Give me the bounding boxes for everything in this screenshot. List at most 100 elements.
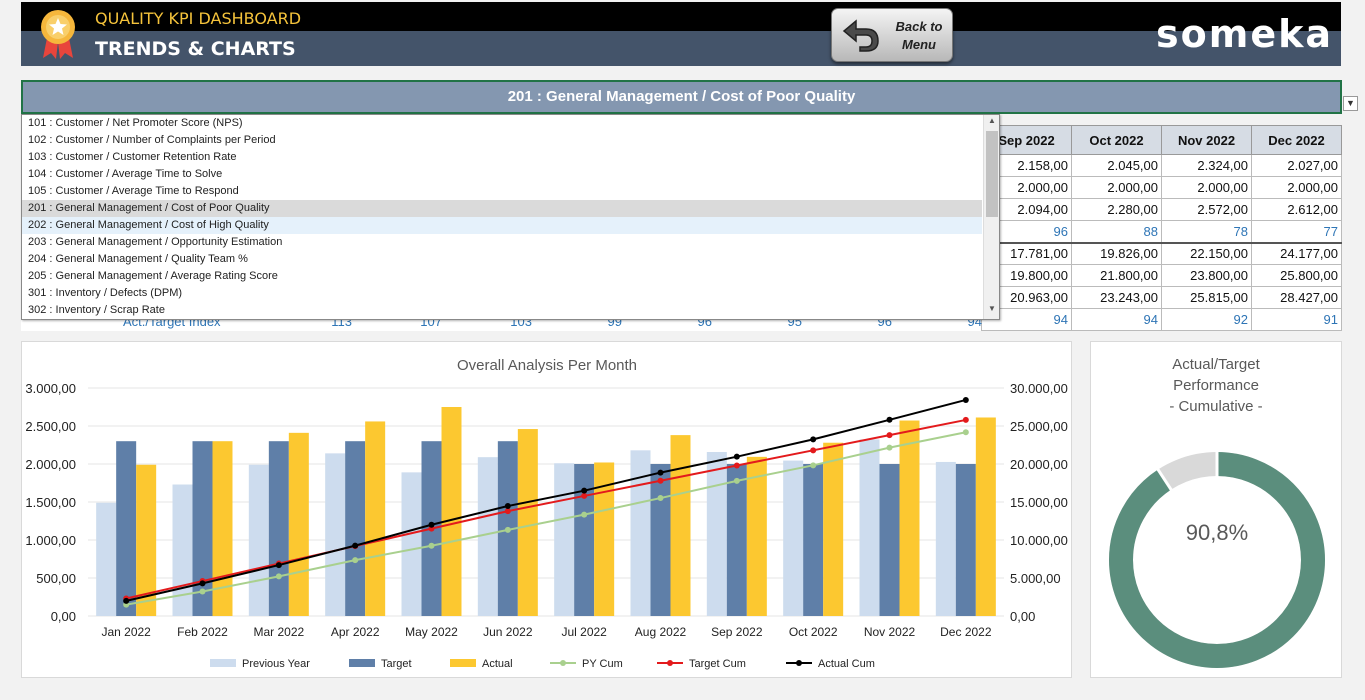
x-tick-label: Jun 2022	[483, 625, 533, 639]
table-row: 2.158,00 2.045,00 2.324,00 2.027,00	[981, 154, 1342, 177]
bar-previous-year	[630, 450, 651, 616]
point-target-cum	[962, 416, 969, 423]
dashboard-header: QUALITY KPI DASHBOARD TRENDS & CHARTS Ba…	[21, 2, 1341, 66]
table-cell: 78	[1161, 220, 1252, 243]
back-arrow-icon	[842, 19, 879, 52]
list-item[interactable]: 302 : Inventory / Scrap Rate	[28, 304, 165, 316]
performance-donut-panel: Actual/Target Performance - Cumulative -…	[1090, 341, 1342, 678]
table-cell: 94	[1071, 308, 1162, 331]
bar-previous-year	[325, 453, 346, 616]
donut-value-label: 90,8%	[1186, 520, 1248, 545]
scroll-up-icon[interactable]: ▲	[988, 116, 996, 125]
point-actual-cum	[123, 597, 130, 604]
bar-actual	[670, 435, 691, 616]
x-tick-label: Mar 2022	[253, 625, 304, 639]
list-item[interactable]: 105 : Customer / Average Time to Respond	[28, 185, 239, 197]
table-cell: 22.150,00	[1161, 241, 1252, 265]
table-cell: 2.612,00	[1251, 198, 1342, 221]
y-left-tick-label: 500,00	[36, 571, 76, 586]
legend-label: Previous Year	[242, 658, 310, 670]
y-right-tick-label: 20.000,00	[1010, 457, 1068, 472]
x-tick-label: Apr 2022	[331, 625, 380, 639]
bar-previous-year	[935, 461, 956, 616]
bar-actual	[899, 420, 920, 616]
scroll-thumb[interactable]	[986, 131, 998, 217]
list-item[interactable]: 205 : General Management / Average Ratin…	[28, 270, 278, 282]
donut-gap	[1156, 467, 1173, 492]
list-scrollbar[interactable]: ▲ ▼	[983, 115, 999, 319]
chart-title: Overall Analysis Per Month	[457, 357, 637, 374]
point-actual-cum	[962, 396, 969, 403]
table-cell: 25.815,00	[1161, 286, 1252, 309]
point-actual-cum	[352, 542, 359, 549]
point-target-cum	[886, 432, 893, 439]
list-item[interactable]: 203 : General Management / Opportunity E…	[28, 236, 283, 248]
table-cell: 17.781,00	[981, 241, 1072, 265]
point-actual-cum	[886, 416, 893, 423]
table-row: 94 94 92 91	[981, 308, 1342, 331]
legend-swatch-marker	[667, 660, 673, 666]
list-item[interactable]: 104 : Customer / Average Time to Solve	[28, 168, 223, 180]
bar-actual	[594, 462, 615, 616]
line-target-cum	[125, 418, 967, 600]
table-row: 17.781,00 19.826,00 22.150,00 24.177,00	[981, 241, 1342, 265]
point-target-cum	[733, 462, 740, 469]
table-row: 19.800,00 21.800,00 23.800,00 25.800,00	[981, 264, 1342, 287]
table-cell: 2.280,00	[1071, 198, 1162, 221]
table-cell: 23.800,00	[1161, 264, 1252, 287]
kpi-selector[interactable]: 201 : General Management / Cost of Poor …	[21, 80, 1342, 114]
point-py-cum	[962, 429, 969, 436]
x-tick-label: Sep 2022	[711, 625, 763, 639]
y-right-tick-label: 30.000,00	[1010, 381, 1068, 396]
bar-actual	[288, 432, 309, 616]
point-actual-cum	[275, 562, 282, 569]
table-row: 2.094,00 2.280,00 2.572,00 2.612,00	[981, 198, 1342, 221]
table-row: 96 88 78 77	[981, 220, 1342, 243]
someka-logo: someka	[1156, 12, 1334, 56]
list-item[interactable]: 301 : Inventory / Defects (DPM)	[28, 287, 183, 299]
table-row: 20.963,00 23.243,00 25.815,00 28.427,00	[981, 286, 1342, 309]
legend-label: PY Cum	[582, 658, 623, 670]
list-item[interactable]: 204 : General Management / Quality Team …	[28, 253, 248, 265]
legend-label: Target	[381, 658, 412, 670]
dropdown-arrow-button[interactable]: ▼	[1343, 96, 1358, 111]
point-actual-cum	[199, 580, 206, 587]
col-header-nov: Nov 2022	[1161, 125, 1252, 155]
table-cell: 77	[1251, 220, 1342, 243]
back-to-menu-button[interactable]: Back to Menu	[831, 8, 953, 62]
list-item[interactable]: 101 : Customer / Net Promoter Score (NPS…	[28, 117, 243, 129]
bar-previous-year	[706, 451, 727, 616]
kpi-dropdown-list[interactable]: 101 : Customer / Net Promoter Score (NPS…	[21, 114, 1000, 320]
legend-swatch-marker	[560, 660, 566, 666]
y-right-tick-label: 10.000,00	[1010, 533, 1068, 548]
scroll-down-icon[interactable]: ▼	[988, 304, 996, 313]
table-cell: 2.000,00	[1071, 176, 1162, 199]
table-cell: 2.000,00	[1161, 176, 1252, 199]
point-actual-cum	[657, 469, 664, 476]
table-cell: 94	[981, 308, 1072, 331]
bar-previous-year	[554, 463, 575, 616]
y-right-tick-label: 5.000,00	[1010, 571, 1061, 586]
table-cell: 24.177,00	[1251, 241, 1342, 265]
bar-previous-year	[96, 502, 117, 616]
x-tick-label: Oct 2022	[789, 625, 838, 639]
list-item-hovered[interactable]: 202 : General Management / Cost of High …	[22, 217, 982, 234]
x-tick-label: Aug 2022	[635, 625, 687, 639]
list-item-selected[interactable]: 201 : General Management / Cost of Poor …	[22, 200, 982, 217]
point-py-cum	[886, 444, 893, 451]
bar-actual	[441, 407, 462, 616]
donut-chart-svg: 90,8%	[1109, 451, 1325, 668]
col-header-oct: Oct 2022	[1071, 125, 1162, 155]
point-actual-cum	[504, 503, 511, 510]
line-actual-cum	[125, 398, 967, 602]
legend-label: Actual Cum	[818, 658, 875, 670]
list-item[interactable]: 103 : Customer / Customer Retention Rate	[28, 151, 237, 163]
table-cell: 2.324,00	[1161, 154, 1252, 177]
legend-label: Target Cum	[689, 658, 746, 670]
table-cell: 88	[1071, 220, 1162, 243]
legend-swatch-marker	[796, 660, 802, 666]
line-py-cum	[125, 431, 967, 606]
y-right-tick-label: 0,00	[1010, 609, 1035, 624]
point-py-cum	[199, 588, 206, 595]
list-item[interactable]: 102 : Customer / Number of Complaints pe…	[28, 134, 276, 146]
